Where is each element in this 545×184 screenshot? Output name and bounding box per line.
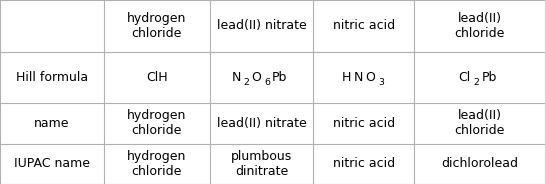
Text: H: H — [342, 71, 351, 84]
Text: Hill formula: Hill formula — [16, 71, 88, 84]
Text: 2: 2 — [244, 78, 250, 87]
Text: IUPAC name: IUPAC name — [14, 157, 90, 170]
Text: hydrogen
chloride: hydrogen chloride — [127, 12, 186, 40]
Text: name: name — [34, 117, 70, 130]
Text: plumbous
dinitrate: plumbous dinitrate — [231, 150, 292, 178]
Text: lead(II)
chloride: lead(II) chloride — [455, 109, 505, 137]
Text: 3: 3 — [378, 78, 384, 87]
Text: Cl: Cl — [458, 71, 470, 84]
Text: nitric acid: nitric acid — [333, 117, 395, 130]
Text: O: O — [366, 71, 376, 84]
Text: lead(II) nitrate: lead(II) nitrate — [217, 19, 306, 32]
Text: hydrogen
chloride: hydrogen chloride — [127, 150, 186, 178]
Text: lead(II) nitrate: lead(II) nitrate — [217, 117, 306, 130]
Text: 6: 6 — [264, 78, 270, 87]
Text: N: N — [232, 71, 241, 84]
Text: dichlorolead: dichlorolead — [441, 157, 518, 170]
Text: lead(II)
chloride: lead(II) chloride — [455, 12, 505, 40]
Text: N: N — [354, 71, 363, 84]
Text: nitric acid: nitric acid — [333, 19, 395, 32]
Text: Pb: Pb — [481, 71, 496, 84]
Text: Pb: Pb — [272, 71, 287, 84]
Text: O: O — [251, 71, 261, 84]
Text: nitric acid: nitric acid — [333, 157, 395, 170]
Text: hydrogen
chloride: hydrogen chloride — [127, 109, 186, 137]
Text: ClH: ClH — [146, 71, 167, 84]
Text: 2: 2 — [474, 78, 480, 87]
